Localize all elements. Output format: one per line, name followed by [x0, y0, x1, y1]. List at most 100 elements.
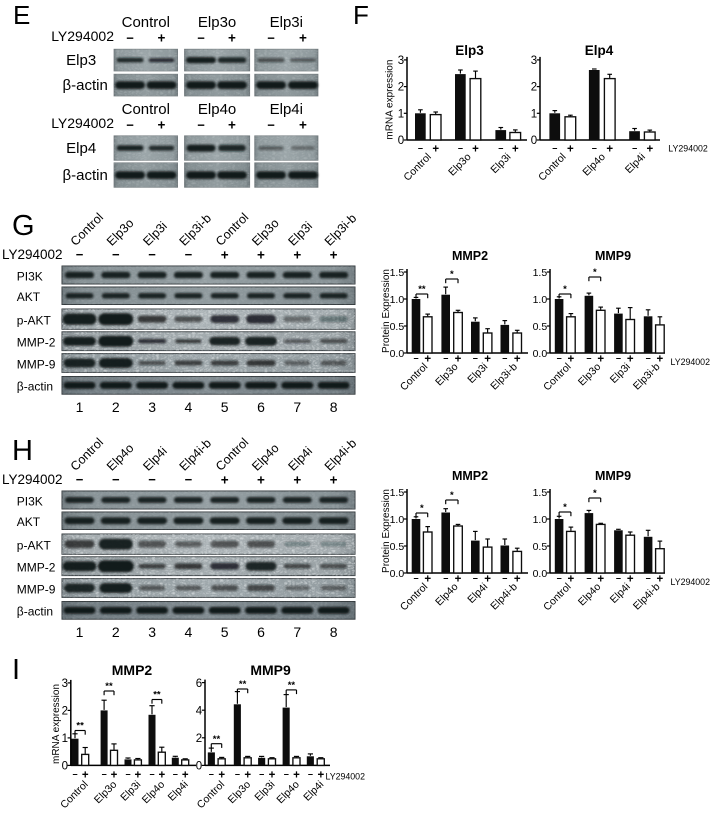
svg-text:+: + [158, 117, 166, 132]
svg-text:−: − [284, 770, 289, 780]
svg-text:+: + [512, 144, 519, 156]
svg-text:*: * [593, 488, 597, 499]
svg-text:Elp4i: Elp4i [270, 101, 303, 118]
svg-text:−: − [125, 770, 130, 780]
svg-text:+: + [455, 354, 462, 366]
svg-text:p-AKT: p-AKT [17, 538, 52, 552]
svg-text:+: + [646, 144, 653, 156]
svg-text:2: 2 [62, 706, 68, 718]
svg-text:1.0: 1.0 [533, 514, 548, 526]
svg-text:3: 3 [398, 55, 404, 67]
svg-text:3: 3 [531, 55, 537, 67]
svg-text:−: − [473, 574, 478, 584]
svg-text:−: − [443, 574, 448, 584]
svg-text:6: 6 [257, 399, 265, 415]
svg-text:3: 3 [148, 399, 156, 415]
svg-text:+: + [627, 354, 634, 366]
svg-text:−: − [185, 472, 193, 487]
svg-text:6: 6 [196, 678, 202, 690]
svg-text:+: + [228, 117, 236, 132]
svg-text:4: 4 [196, 706, 203, 718]
svg-text:−: − [126, 117, 134, 132]
svg-text:−: − [308, 770, 313, 780]
svg-text:0: 0 [398, 135, 404, 147]
svg-text:Protein Expression: Protein Expression [381, 489, 392, 573]
svg-text:0.5: 0.5 [533, 541, 548, 553]
svg-text:−: − [76, 247, 84, 262]
svg-text:0.0: 0.0 [533, 348, 548, 360]
svg-text:MMP-2: MMP-2 [17, 336, 56, 350]
svg-text:Elp4: Elp4 [585, 43, 614, 58]
svg-text:1.0: 1.0 [533, 294, 548, 306]
svg-text:+: + [514, 354, 521, 366]
svg-text:Elp3: Elp3 [455, 43, 484, 58]
svg-text:+: + [330, 472, 338, 487]
svg-text:p-AKT: p-AKT [17, 313, 52, 327]
svg-text:+: + [568, 354, 575, 366]
svg-text:**: ** [153, 690, 161, 701]
svg-text:Elp3o: Elp3o [198, 14, 236, 31]
svg-text:*: * [450, 269, 454, 280]
svg-text:0: 0 [196, 761, 202, 773]
svg-text:MMP2: MMP2 [452, 469, 488, 483]
svg-text:+: + [293, 247, 301, 262]
svg-text:**: ** [288, 680, 296, 691]
svg-text:1: 1 [76, 624, 84, 640]
svg-text:+: + [299, 117, 307, 132]
svg-text:7: 7 [293, 624, 301, 640]
svg-text:MMP2: MMP2 [452, 249, 488, 263]
svg-text:2: 2 [112, 399, 120, 415]
svg-text:+: + [567, 144, 574, 156]
svg-text:+: + [257, 472, 265, 487]
svg-text:−: − [413, 354, 418, 364]
svg-text:−: − [632, 144, 637, 154]
svg-text:−: − [556, 354, 561, 364]
svg-text:2: 2 [398, 82, 404, 94]
svg-text:Elp4: Elp4 [66, 140, 96, 157]
svg-text:+: + [484, 354, 491, 366]
svg-text:−: − [502, 354, 507, 364]
svg-text:5: 5 [221, 624, 229, 640]
svg-text:+: + [221, 472, 229, 487]
svg-text:1: 1 [531, 108, 537, 120]
svg-text:2: 2 [112, 624, 120, 640]
svg-text:−: − [197, 117, 205, 132]
svg-text:+: + [293, 472, 301, 487]
svg-text:−: − [259, 770, 264, 780]
svg-text:LY294002: LY294002 [51, 115, 114, 131]
svg-text:Elp4o: Elp4o [198, 101, 236, 118]
svg-text:7: 7 [293, 399, 301, 415]
svg-text:0: 0 [531, 135, 537, 147]
svg-text:−: − [616, 574, 621, 584]
svg-text:*: * [593, 267, 597, 278]
svg-text:+: + [627, 574, 634, 586]
svg-text:β-actin: β-actin [62, 167, 107, 184]
svg-text:−: − [586, 574, 591, 584]
svg-text:+: + [455, 574, 462, 586]
svg-text:−: − [413, 574, 418, 584]
svg-text:1: 1 [76, 399, 84, 415]
svg-text:6: 6 [257, 624, 265, 640]
svg-text:−: − [556, 574, 561, 584]
svg-text:H: H [12, 435, 33, 467]
svg-text:8: 8 [330, 399, 338, 415]
svg-text:MMP9: MMP9 [250, 662, 291, 678]
svg-text:+: + [657, 574, 664, 586]
svg-text:Elp3: Elp3 [66, 52, 96, 69]
svg-text:+: + [299, 31, 307, 46]
svg-text:Protein Expression: Protein Expression [381, 269, 392, 353]
svg-text:+: + [424, 354, 431, 366]
svg-text:LY294002: LY294002 [2, 247, 63, 262]
svg-text:3: 3 [148, 624, 156, 640]
svg-text:mRNA expression: mRNA expression [384, 60, 395, 140]
svg-text:−: − [645, 354, 650, 364]
svg-text:PI3K: PI3K [17, 494, 43, 508]
svg-text:**: ** [213, 734, 221, 745]
svg-text:LY294002: LY294002 [2, 472, 63, 487]
svg-text:+: + [597, 354, 604, 366]
svg-text:**: ** [76, 721, 84, 732]
svg-text:−: − [173, 770, 178, 780]
svg-text:LY294002: LY294002 [668, 144, 708, 154]
svg-text:8: 8 [330, 624, 338, 640]
svg-text:+: + [228, 31, 236, 46]
